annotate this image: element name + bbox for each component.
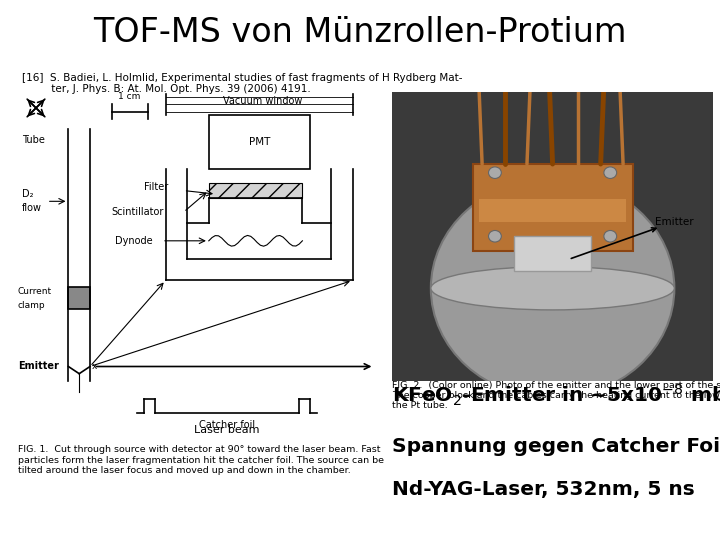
Circle shape [604, 167, 616, 178]
Text: Emitter: Emitter [18, 361, 59, 372]
Text: Emitter: Emitter [571, 217, 694, 259]
Circle shape [604, 231, 616, 242]
Text: TOF-MS von Münzrollen-Protium: TOF-MS von Münzrollen-Protium [94, 16, 626, 49]
Text: Dynode: Dynode [115, 236, 153, 246]
Text: flow: flow [22, 204, 42, 213]
Ellipse shape [431, 267, 675, 310]
Circle shape [488, 231, 501, 242]
Text: x: x [92, 362, 97, 371]
Circle shape [488, 167, 501, 178]
Text: Scintillator: Scintillator [112, 207, 164, 217]
Text: FIG. 1.  Cut through source with detector at 90° toward the laser beam. Fast
par: FIG. 1. Cut through source with detector… [18, 446, 384, 475]
Bar [209, 184, 302, 198]
Text: D₂: D₂ [22, 189, 33, 199]
Text: PMT: PMT [248, 137, 270, 147]
Text: 1 cm: 1 cm [118, 92, 141, 101]
Text: Current: Current [18, 287, 52, 295]
FancyBboxPatch shape [514, 237, 591, 271]
Bar [209, 115, 310, 169]
Text: Nd-YAG-Laser, 532nm, 5 ns: Nd-YAG-Laser, 532nm, 5 ns [392, 481, 695, 500]
FancyBboxPatch shape [479, 199, 626, 222]
Text: Laser beam: Laser beam [194, 425, 259, 435]
Text: Tube: Tube [22, 135, 45, 145]
Bar [68, 287, 90, 309]
Text: Vacuum window: Vacuum window [223, 96, 302, 106]
Text: Spannung gegen Catcher Foil: Spannung gegen Catcher Foil [392, 437, 720, 456]
Circle shape [431, 178, 675, 398]
Text: KFeO$_2$-Emitter in ~5x10$^{-8}$ mbar: KFeO$_2$-Emitter in ~5x10$^{-8}$ mbar [392, 382, 720, 408]
Text: [16]  S. Badiei, L. Holmlid, Experimental studies of fast fragments of H Rydberg: [16] S. Badiei, L. Holmlid, Experimental… [22, 73, 462, 94]
Text: Catcher foil: Catcher foil [199, 420, 255, 430]
Text: clamp: clamp [18, 301, 45, 310]
Text: Filter: Filter [144, 182, 168, 192]
FancyBboxPatch shape [472, 164, 633, 251]
Text: FIG. 2.  (Color online) Photo of the emitter and the lower part of the source.
T: FIG. 2. (Color online) Photo of the emit… [392, 381, 720, 410]
